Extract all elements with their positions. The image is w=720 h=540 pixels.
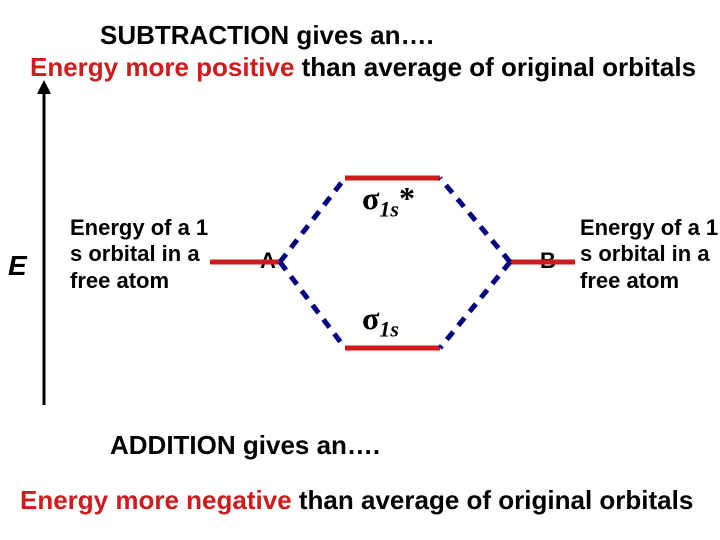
dash-a-top [280,178,345,262]
dash-b-bot [440,262,510,348]
energy-negative-line: Energy more negative than average of ori… [20,485,693,516]
energy-negative-red: Energy more negative [20,485,292,515]
addition-title: ADDITION gives an…. [110,430,380,461]
dash-b-top [440,178,510,262]
energy-arrow [37,80,51,405]
energy-negative-rest: than average of original orbitals [292,485,694,515]
dash-a-bot [280,262,345,348]
